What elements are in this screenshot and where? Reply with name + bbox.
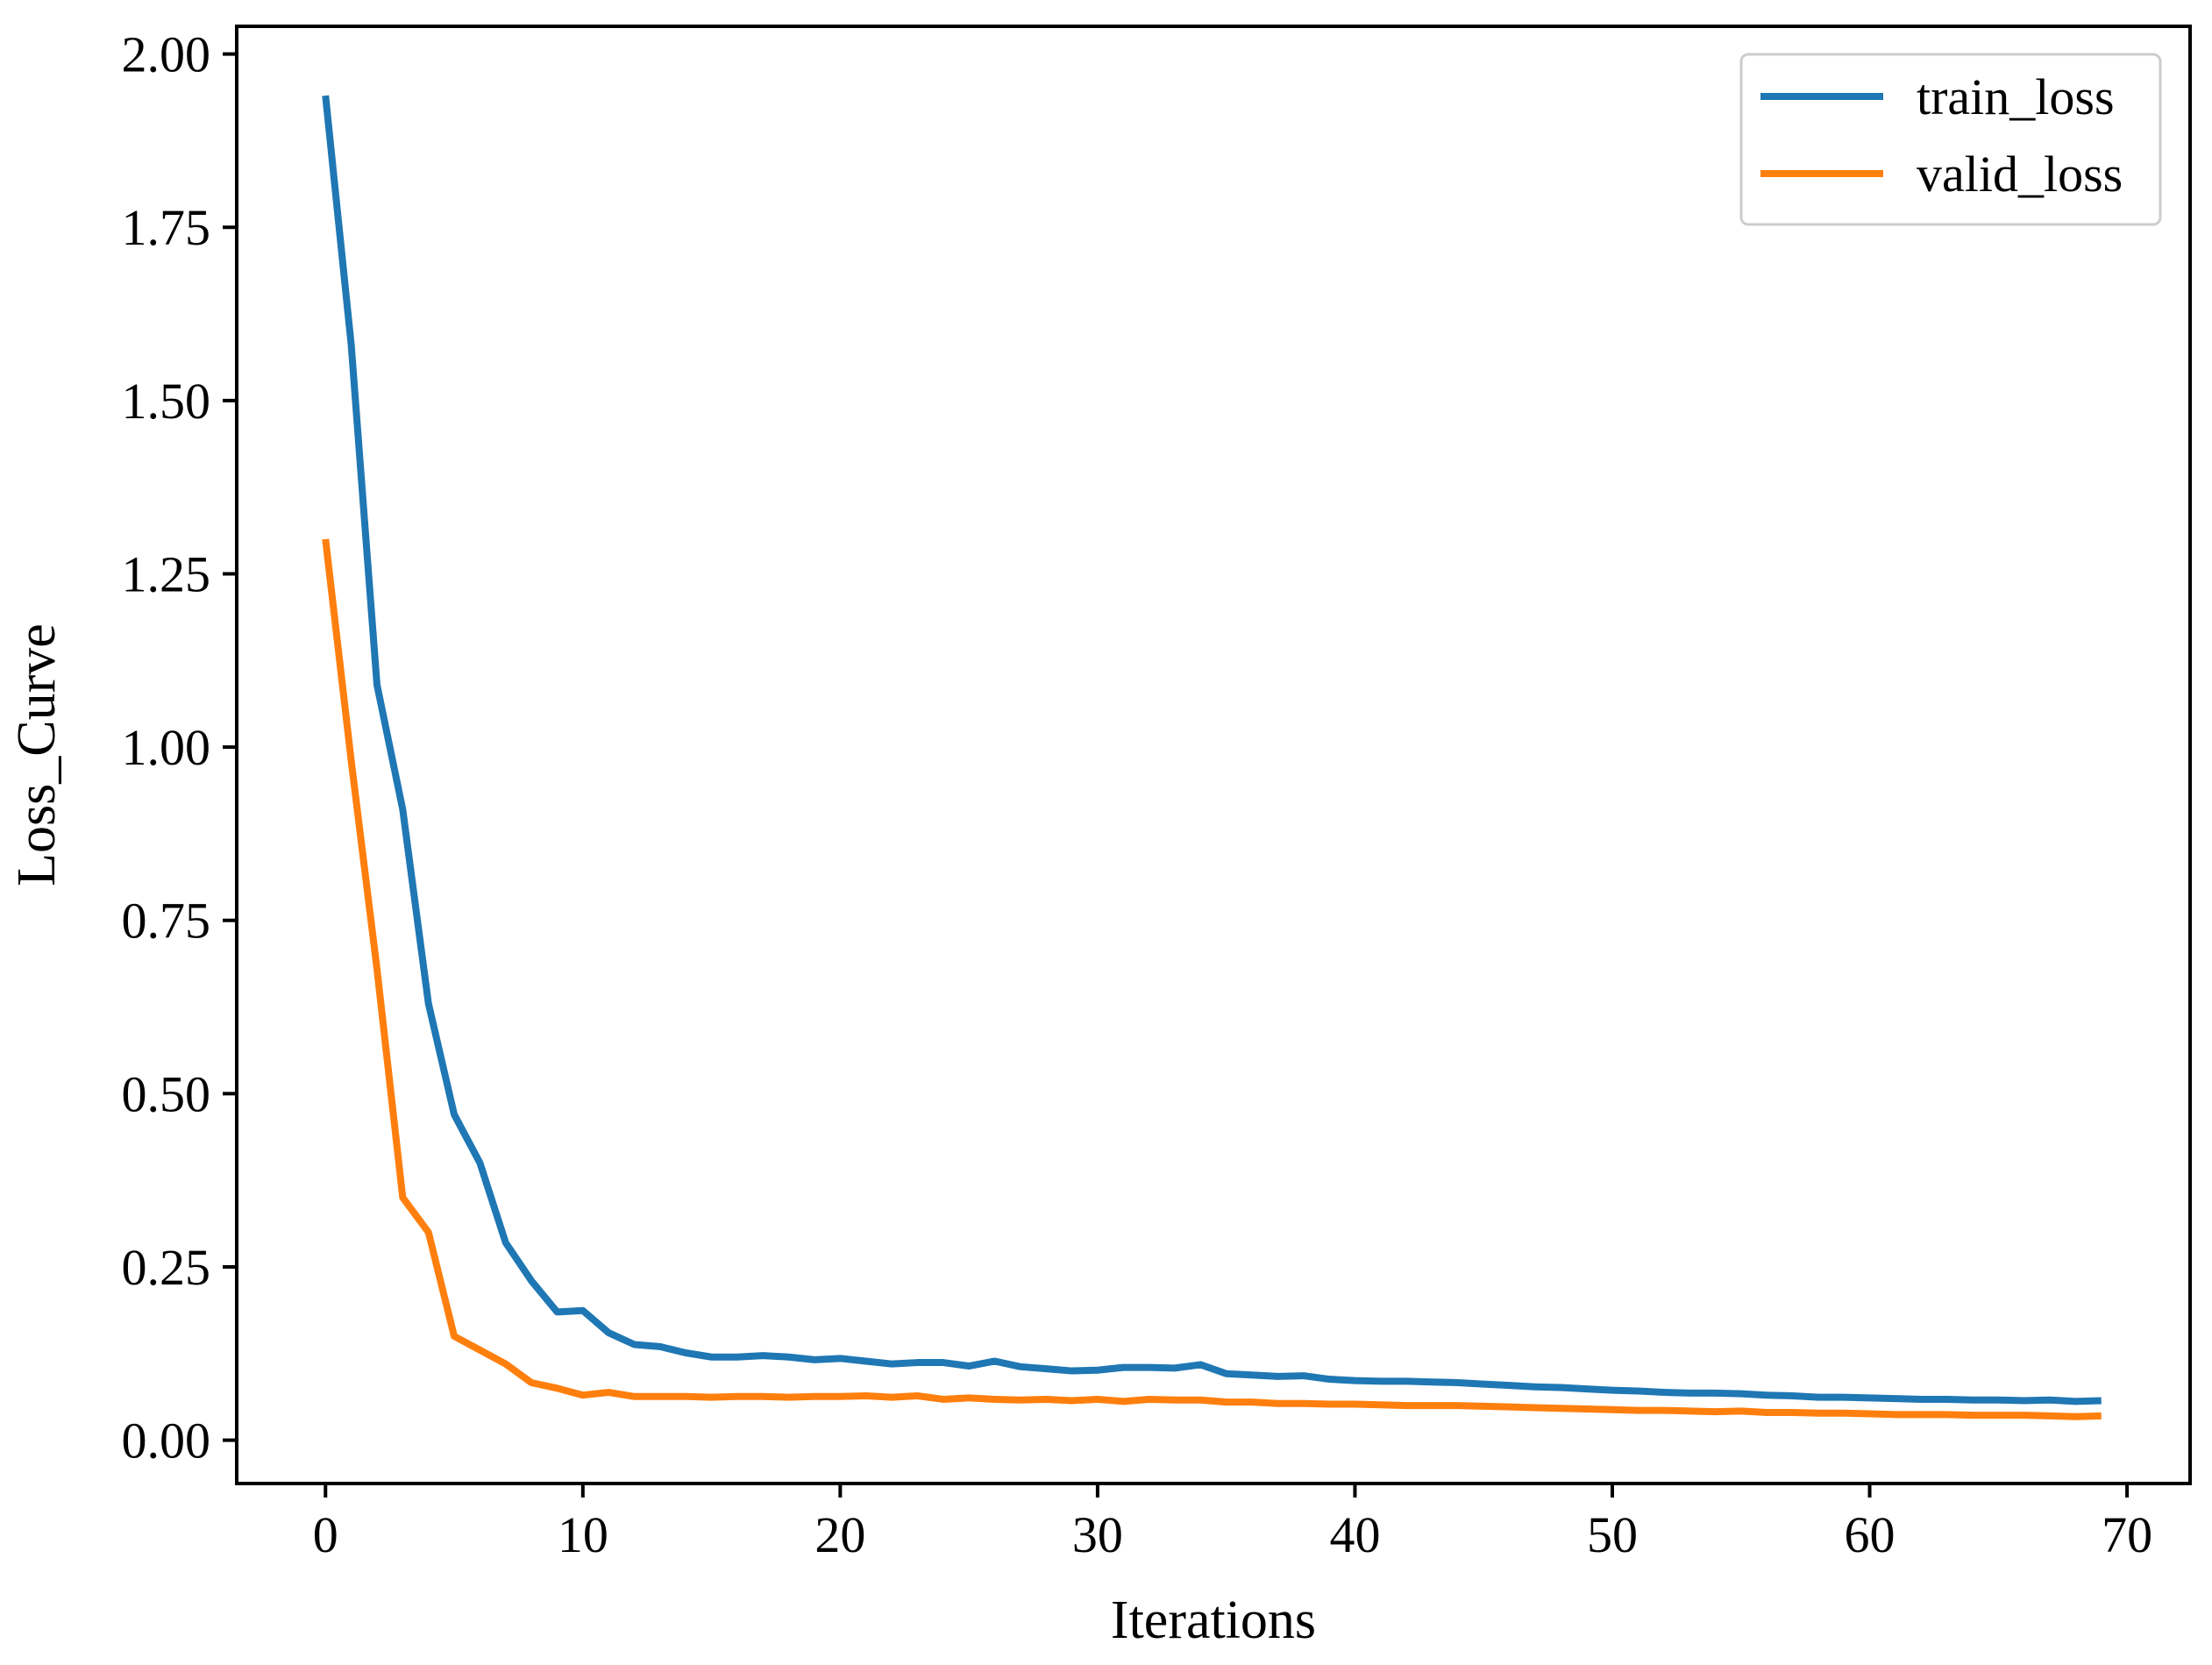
x-axis-ticks: 0 10 20 30 40 50 60 70 [313, 1484, 2152, 1563]
y-tick-label: 0.25 [122, 1239, 211, 1296]
y-tick-label: 1.00 [122, 719, 211, 776]
x-axis-label: Iterations [1111, 1590, 1316, 1650]
x-tick-label: 60 [1845, 1506, 1895, 1563]
legend-label-train-loss: train_loss [1917, 68, 2115, 125]
x-tick-label: 30 [1072, 1506, 1123, 1563]
y-tick-label: 0.00 [122, 1412, 211, 1469]
y-axis-label: Loss_Curve [7, 623, 67, 886]
x-tick-label: 20 [814, 1506, 865, 1563]
x-tick-label: 40 [1329, 1506, 1380, 1563]
y-tick-label: 1.75 [122, 199, 211, 256]
x-tick-label: 10 [558, 1506, 608, 1563]
y-axis-ticks: 0.00 0.25 0.50 0.75 1.00 1.25 1.50 1.75 2.00 [122, 26, 237, 1469]
plot-area-frame [235, 25, 2192, 1485]
y-tick-label: 1.50 [122, 373, 211, 430]
series-line-valid-loss [322, 538, 2102, 1420]
series-layer [322, 95, 2102, 1420]
x-tick-label: 70 [2102, 1506, 2152, 1563]
y-tick-label: 0.50 [122, 1065, 211, 1122]
legend-label-valid-loss: valid_loss [1917, 146, 2123, 203]
x-tick-label: 0 [313, 1506, 338, 1563]
series-line-train-loss [322, 95, 2102, 1405]
x-tick-label: 50 [1587, 1506, 1638, 1563]
y-tick-label: 1.25 [122, 545, 211, 602]
y-tick-label: 0.75 [122, 893, 211, 950]
legend: train_loss valid_loss [1739, 53, 2162, 226]
y-tick-label: 2.00 [122, 26, 211, 83]
